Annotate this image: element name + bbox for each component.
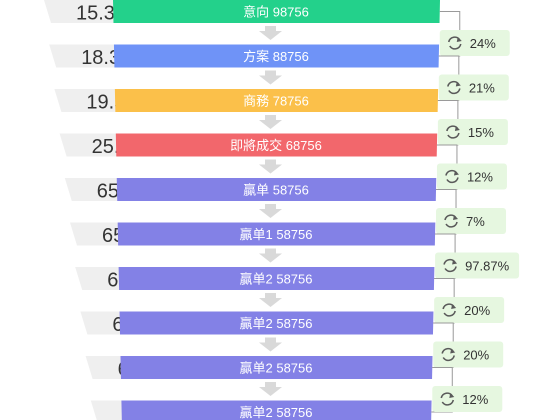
refresh-cycle-icon-arrowhead <box>452 259 458 265</box>
conversion-badge <box>436 163 507 190</box>
refresh-cycle-icon-arrowhead <box>455 81 461 87</box>
conversion-rate-label: 12% <box>467 170 493 185</box>
funnel-stage-bar <box>113 0 440 23</box>
conversion-rate-label: 20% <box>463 348 489 363</box>
conversion-badge <box>433 341 504 368</box>
funnel-stage-bar <box>119 311 434 335</box>
conversion-badge <box>432 386 503 412</box>
conversion-rate-label: 7% <box>466 214 485 229</box>
refresh-cycle-icon-arrowhead <box>450 348 456 354</box>
refresh-cycle-icon-arrowhead <box>453 170 459 176</box>
funnel-stage-label: 贏单 58756 <box>243 183 309 198</box>
funnel-stage-label: 贏单2 58756 <box>240 405 313 420</box>
funnel-stage-bar <box>115 133 438 157</box>
funnel-stage-label: 贏单2 58756 <box>240 316 313 331</box>
down-arrow-icon <box>259 293 282 307</box>
conversion-rate-label: 24% <box>470 36 496 51</box>
funnel-stage-bar <box>121 400 432 420</box>
refresh-cycle-icon-arrowhead <box>454 126 460 131</box>
refresh-cycle-icon-arrowhead <box>449 393 455 398</box>
funnel-stage-label: 贏单1 58756 <box>240 227 313 242</box>
down-arrow-icon <box>259 159 282 174</box>
conversion-badge <box>435 252 520 279</box>
refresh-cycle-icon-arrowhead <box>453 215 459 220</box>
funnel-stage-bar <box>120 356 433 379</box>
conversion-rate-label: 20% <box>464 303 490 318</box>
funnel-stage-label: 意向 98756 <box>243 5 309 20</box>
down-arrow-icon <box>259 248 282 263</box>
conversion-badge <box>439 30 510 56</box>
funnel-stage-label: 方案 88756 <box>243 49 309 64</box>
conversion-rate-label: 15% <box>468 125 494 140</box>
conversion-badge <box>437 119 508 145</box>
conversion-rate-label: 97.87% <box>465 259 510 274</box>
down-arrow-icon <box>259 204 282 218</box>
conversion-rate-label: 21% <box>469 81 495 96</box>
down-arrow-icon <box>259 26 282 40</box>
funnel-stage-bar <box>114 89 439 112</box>
funnel-stage-label: 即將成交 68756 <box>230 138 322 153</box>
funnel-stage-bar <box>113 44 440 68</box>
refresh-cycle-icon-arrowhead <box>451 304 457 309</box>
funnel-stage-label: 商務 78756 <box>243 94 309 109</box>
down-arrow-icon <box>259 70 282 85</box>
conversion-badge <box>434 297 505 323</box>
funnel-stage-bar <box>116 178 437 201</box>
conversion-badge <box>436 208 507 234</box>
down-arrow-icon <box>259 115 282 129</box>
conversion-badge <box>438 74 509 101</box>
funnel-stage-label: 贏单2 58756 <box>240 272 313 287</box>
funnel-stage-bar <box>118 267 435 290</box>
conversion-rate-label: 12% <box>462 392 488 407</box>
refresh-cycle-icon-arrowhead <box>456 37 462 42</box>
funnel-stage-bar <box>117 222 436 246</box>
down-arrow-icon <box>259 382 282 396</box>
funnel-stage-label: 贏单2 58756 <box>240 361 313 376</box>
down-arrow-icon <box>259 337 282 352</box>
